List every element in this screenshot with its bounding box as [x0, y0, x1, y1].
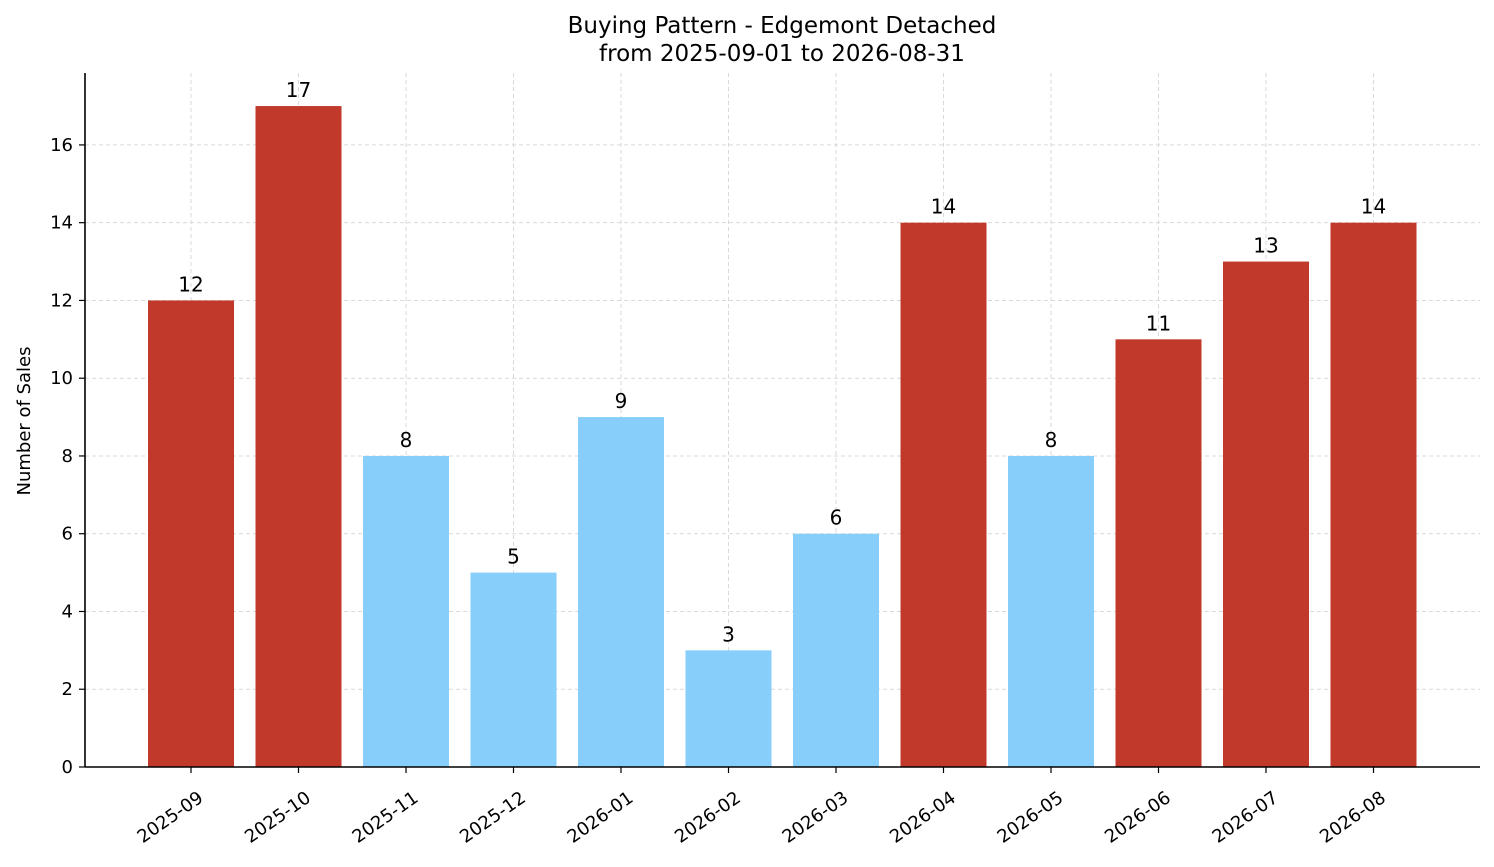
bars	[148, 106, 1417, 768]
x-tick-label: 2026-01	[564, 787, 638, 847]
bar-2025-11	[363, 455, 449, 767]
bar-2025-09	[148, 300, 234, 767]
y-tick-label: 12	[50, 290, 73, 311]
chart-subtitle: from 2025-09-01 to 2026-08-31	[599, 41, 965, 67]
x-tick-label: 2026-07	[1209, 787, 1283, 847]
data-label-2026-05: 8	[1045, 428, 1058, 452]
chart-title: Buying Pattern - Edgemont Detached	[568, 13, 997, 39]
x-tick-label: 2026-06	[1101, 787, 1175, 847]
data-label-2026-03: 6	[830, 506, 843, 530]
y-tick-label: 2	[62, 679, 73, 700]
data-label-2026-02: 3	[722, 622, 735, 646]
bar-2026-02	[685, 650, 772, 767]
y-tick-label: 8	[62, 446, 73, 467]
data-label-2026-01: 9	[615, 389, 628, 413]
data-label-2026-07: 13	[1253, 234, 1278, 258]
data-label-2025-12: 5	[507, 545, 520, 569]
x-tick-label: 2026-08	[1316, 787, 1390, 847]
y-tick-label: 14	[50, 213, 73, 234]
bar-2026-08	[1330, 222, 1417, 767]
y-tick-label: 10	[50, 368, 73, 389]
x-tick-label: 2026-03	[779, 787, 853, 847]
x-tick-label: 2025-11	[349, 787, 423, 847]
y-tick-label: 16	[50, 135, 73, 156]
data-label-2025-10: 17	[286, 78, 311, 102]
bar-2026-04	[900, 222, 987, 767]
data-label-2025-11: 8	[400, 428, 413, 452]
x-tick-label: 2026-02	[671, 787, 745, 847]
data-label-2026-04: 14	[931, 195, 956, 219]
y-tick-label: 6	[62, 524, 73, 545]
data-label-2026-08: 14	[1361, 195, 1386, 219]
bar-2026-03	[793, 533, 879, 767]
bar-2026-01	[578, 417, 664, 767]
bar-2025-12	[470, 572, 557, 767]
data-label-2026-06: 11	[1146, 311, 1171, 335]
data-labels: 12 17 8 5 9 3 6 14 8 11 13 14	[178, 78, 1386, 646]
y-axis-label: Number of Sales	[14, 346, 35, 495]
bar-2026-05	[1008, 455, 1094, 767]
bar-2026-07	[1223, 261, 1309, 767]
x-tick-label: 2026-04	[886, 787, 960, 847]
x-tick-label: 2025-10	[241, 787, 315, 847]
x-tick-label: 2025-12	[456, 787, 530, 847]
x-tick-label: 2026-05	[994, 787, 1068, 847]
bar-2025-10	[255, 106, 342, 768]
data-label-2025-09: 12	[178, 272, 203, 296]
x-tick-label: 2025-09	[134, 787, 208, 847]
bar-2026-06	[1115, 339, 1202, 767]
y-tick-label: 0	[62, 757, 73, 778]
y-tick-label: 4	[62, 601, 73, 622]
